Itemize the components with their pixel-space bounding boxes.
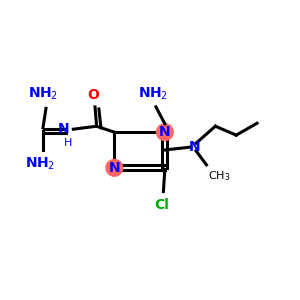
Text: N: N [189,140,200,154]
Text: N: N [109,161,120,175]
Circle shape [106,160,123,176]
Text: O: O [88,88,100,102]
Circle shape [157,124,173,140]
Text: N: N [159,125,171,139]
Text: CH$_3$: CH$_3$ [208,169,230,183]
Text: NH$_2$: NH$_2$ [25,156,55,172]
Text: H: H [64,138,73,148]
Text: NH$_2$: NH$_2$ [138,86,168,102]
Text: NH$_2$: NH$_2$ [28,86,58,102]
Text: N: N [58,122,70,136]
Text: Cl: Cl [154,198,169,212]
